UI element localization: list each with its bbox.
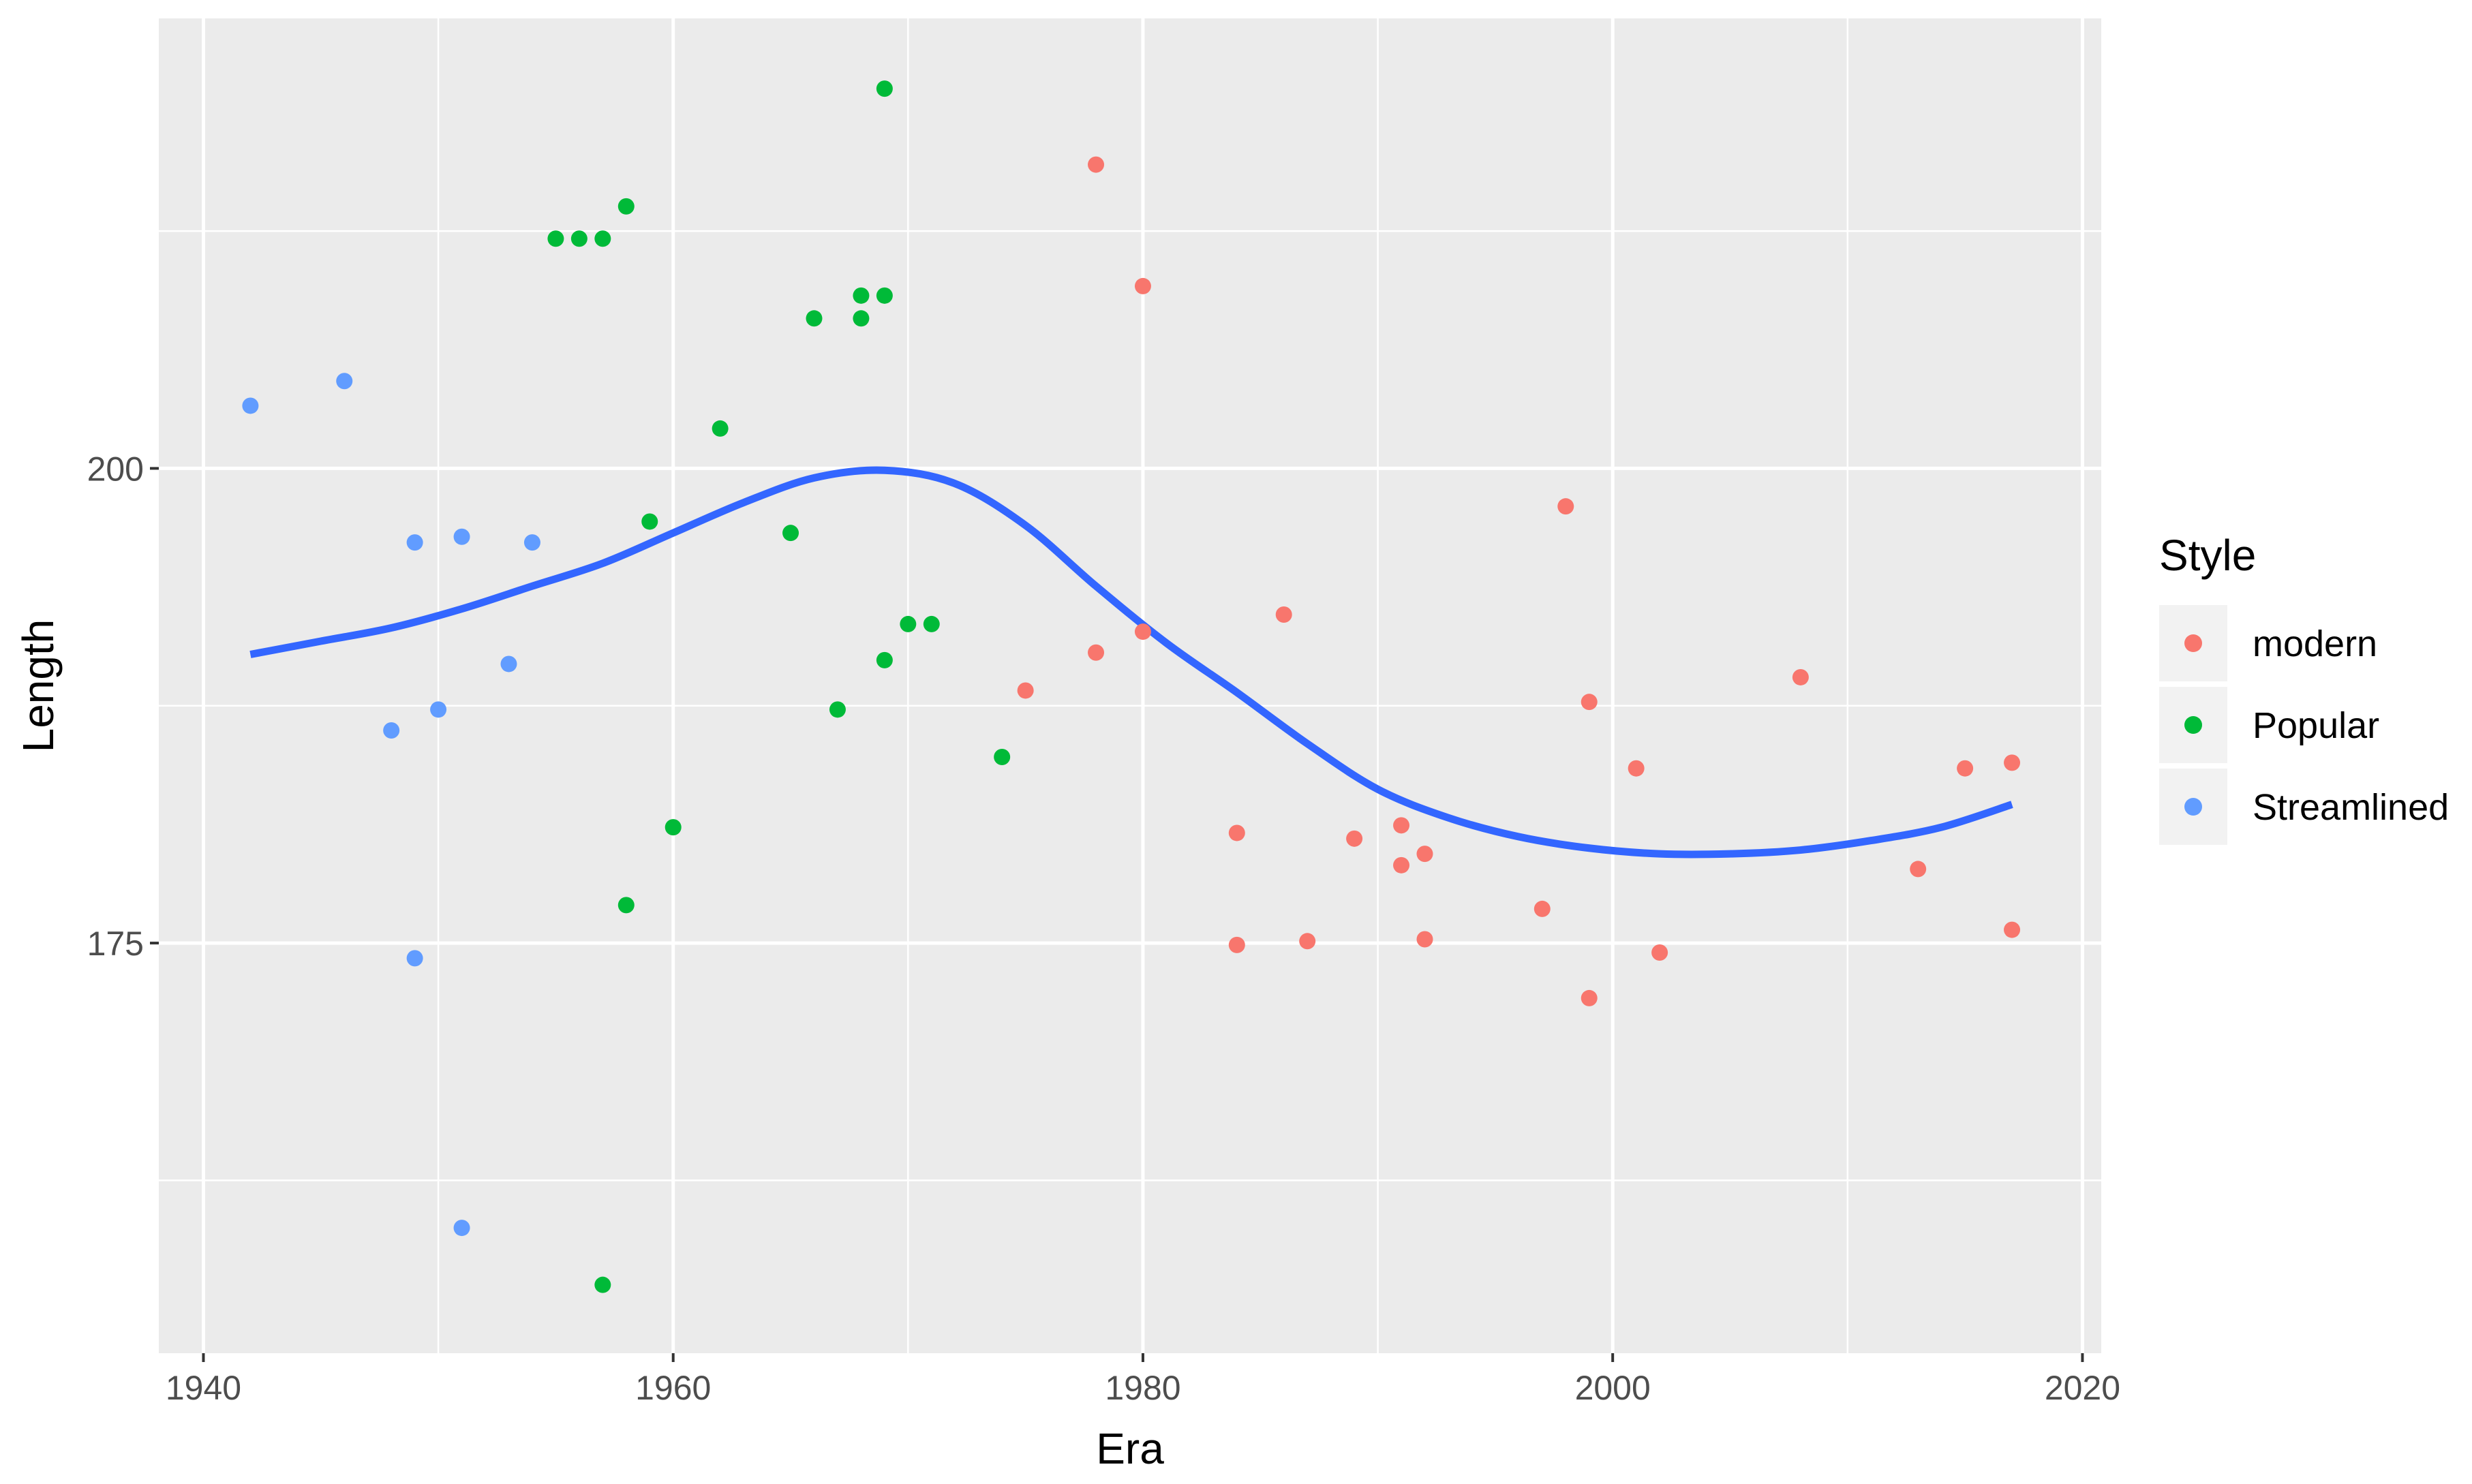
point-streamlined <box>453 528 470 545</box>
point-modern <box>2004 921 2021 938</box>
point-modern <box>1299 933 1316 950</box>
smooth-trend-line <box>249 466 2013 859</box>
point-modern <box>1134 623 1151 640</box>
x-axis-ticks: 1940 1960 1980 2000 2020 <box>166 1353 2120 1407</box>
point-popular <box>829 701 846 718</box>
point-modern <box>1017 682 1034 699</box>
x-tick-label: 2000 <box>1575 1369 1651 1407</box>
y-tick-label: 200 <box>87 450 144 488</box>
point-popular <box>594 1276 611 1293</box>
point-modern <box>1581 989 1598 1006</box>
point-popular <box>782 525 799 542</box>
point-popular <box>665 819 682 836</box>
point-popular <box>853 310 870 327</box>
point-modern <box>1088 156 1105 173</box>
point-popular <box>900 615 917 632</box>
point-streamlined <box>430 701 447 718</box>
point-popular <box>876 287 893 304</box>
point-popular <box>594 230 611 247</box>
legend-title: Style <box>2159 531 2256 580</box>
point-modern <box>1393 856 1410 874</box>
point-modern <box>1393 817 1410 834</box>
major-gridlines <box>159 18 2101 1353</box>
point-streamlined <box>523 534 540 551</box>
legend-label: modern <box>2253 623 2377 664</box>
point-popular <box>806 310 823 327</box>
point-modern <box>1792 668 1809 685</box>
point-modern <box>1134 277 1151 294</box>
point-modern <box>1088 644 1105 661</box>
point-popular <box>547 230 564 247</box>
point-modern <box>1628 760 1645 777</box>
point-popular <box>994 748 1011 765</box>
legend-swatch-streamlined <box>2184 798 2202 816</box>
legend-label: Popular <box>2253 705 2379 746</box>
point-modern <box>1910 861 1927 878</box>
point-popular <box>570 230 588 247</box>
minor-gridlines <box>159 18 2101 1353</box>
y-axis-ticks: 175 200 <box>87 450 159 963</box>
point-modern <box>1557 498 1574 515</box>
point-streamlined <box>453 1220 470 1237</box>
x-tick-label: 2020 <box>2045 1369 2120 1407</box>
point-streamlined <box>406 534 423 551</box>
point-popular <box>617 897 635 914</box>
scatter-points <box>242 80 2021 1293</box>
legend-swatch-modern <box>2184 634 2202 652</box>
point-modern <box>1228 824 1245 841</box>
point-streamlined <box>336 373 353 390</box>
legend-label: Streamlined <box>2253 787 2449 828</box>
point-popular <box>923 615 940 632</box>
point-modern <box>1581 694 1598 711</box>
point-streamlined <box>406 950 423 967</box>
x-tick-label: 1940 <box>166 1369 241 1407</box>
point-popular <box>712 420 729 437</box>
point-modern <box>1957 760 1974 777</box>
point-popular <box>876 80 893 97</box>
point-modern <box>1533 900 1551 917</box>
point-streamlined <box>242 397 259 414</box>
y-tick-label: 175 <box>87 925 144 963</box>
point-streamlined <box>500 655 517 673</box>
point-popular <box>876 651 893 668</box>
point-popular <box>617 198 635 215</box>
y-axis-title: Length <box>14 619 63 753</box>
point-modern <box>1228 936 1245 953</box>
point-modern <box>1416 846 1433 863</box>
point-modern <box>1416 931 1433 948</box>
x-tick-label: 1960 <box>635 1369 711 1407</box>
x-tick-label: 1980 <box>1105 1369 1180 1407</box>
point-modern <box>1275 606 1292 623</box>
x-axis-title: Era <box>1096 1424 1164 1473</box>
point-modern <box>2004 754 2021 771</box>
plot-panel <box>159 18 2101 1353</box>
smooth-trend-layer <box>249 466 2013 859</box>
point-popular <box>853 287 870 304</box>
point-popular <box>641 513 658 530</box>
point-streamlined <box>383 722 400 739</box>
legend-swatch-popular <box>2184 716 2202 734</box>
point-modern <box>1651 944 1668 961</box>
legend-items: modern Popular Streamlined <box>2159 605 2449 845</box>
legend: Style modern Popular Streamlined <box>2159 531 2449 845</box>
point-modern <box>1346 830 1363 847</box>
